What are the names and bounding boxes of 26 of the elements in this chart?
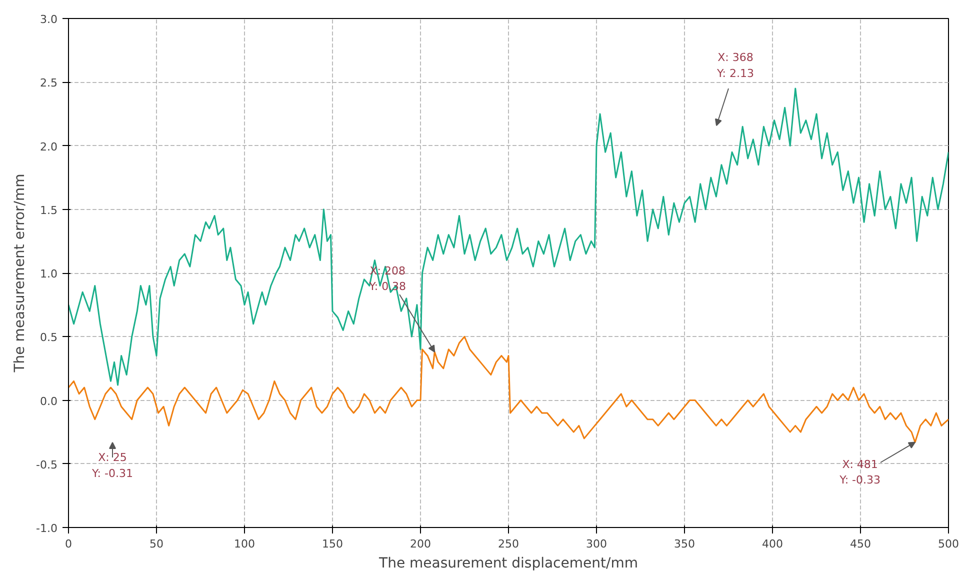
annotation: X: 481 Y: -0.33 (838, 458, 881, 487)
annotation: X: 25 Y: -0.31 (91, 451, 133, 480)
y-tick-label: 3.0 (40, 13, 58, 26)
y-tick-label: 2.0 (40, 140, 58, 154)
x-tick-label: 0 (65, 538, 72, 550)
x-tick-label: 100 (234, 538, 255, 550)
x-axis-title: The measurement displacement/mm (378, 556, 638, 572)
x-tick-label: 250 (498, 538, 519, 550)
y-tick-label: 2.5 (40, 76, 58, 90)
x-tick-label: 500 (938, 538, 959, 550)
y-tick-label: -1.0 (36, 522, 58, 535)
annotation: X: 368 Y: 2.13 (716, 51, 754, 80)
x-tick-label: 200 (410, 538, 431, 550)
y-tick-label: 0.0 (40, 394, 58, 408)
line-series (68, 88, 948, 386)
y-tick-label: -0.5 (36, 458, 58, 472)
y-tick-label: 1.0 (40, 268, 58, 280)
x-tick-label: 300 (586, 538, 607, 550)
x-tick-label: 50 (150, 538, 164, 550)
x-tick-label: 150 (322, 538, 343, 550)
x-tick-label: 400 (762, 538, 783, 550)
x-tick-label: 450 (850, 538, 871, 550)
y-tick-label: 0.5 (40, 331, 58, 344)
x-tick-label: 350 (674, 538, 695, 550)
y-tick-label: 1.5 (40, 204, 58, 217)
y-axis-title: The measurement error/mm (12, 174, 28, 374)
